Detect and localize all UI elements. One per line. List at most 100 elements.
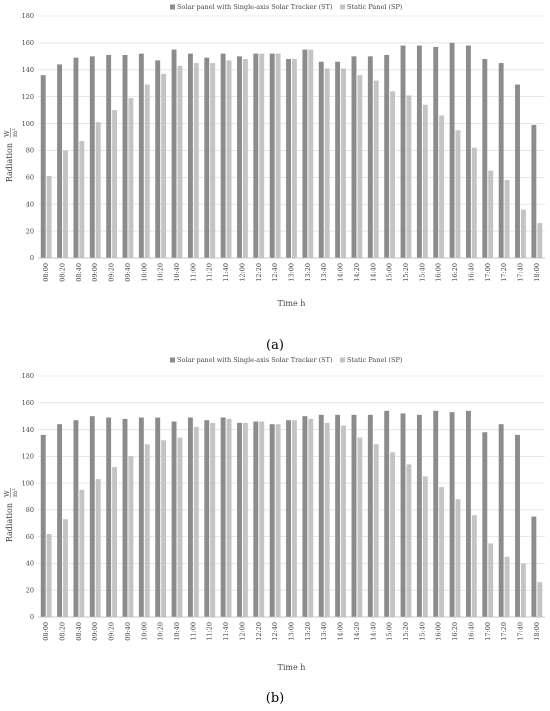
y-axis-label: Radiation W m² xyxy=(3,128,19,182)
x-tick-label: 11:40 xyxy=(222,263,230,282)
chart-a: 0 20 40 60 80 100 120 140 160 180 08:00 08:20 08:40 0… xyxy=(3,3,545,353)
y-tick-label: 80 xyxy=(26,506,34,514)
bar-st-26 xyxy=(465,45,471,259)
y-tick-label: 0 xyxy=(30,613,34,621)
bar-st-14 xyxy=(269,424,275,617)
bar-sp-19 xyxy=(357,75,363,259)
x-tick-label: 09:00 xyxy=(91,263,99,282)
bar-st-28 xyxy=(498,63,504,258)
x-tick-label: 11:40 xyxy=(222,622,230,641)
x-tick-label: 10:40 xyxy=(173,622,181,641)
bar-sp-18 xyxy=(341,425,346,617)
bar-st-23 xyxy=(416,45,422,259)
bar-sp-27 xyxy=(488,170,494,258)
x-tick-label: 16:00 xyxy=(435,263,443,282)
x-tick-label: 14:20 xyxy=(353,622,361,641)
y-axis-unit-numerator: W xyxy=(3,490,11,497)
y-tick-label: 180 xyxy=(22,372,34,380)
bar-sp-3 xyxy=(95,122,101,258)
bar-st-7 xyxy=(155,60,161,258)
x-tick-label: 08:00 xyxy=(42,622,50,641)
bar-sp-13 xyxy=(259,421,265,617)
y-tick-label: 120 xyxy=(22,453,34,461)
bar-sp-4 xyxy=(112,467,118,617)
bar-st-2 xyxy=(73,420,79,617)
bar-st-1 xyxy=(57,64,63,259)
bar-sp-4 xyxy=(112,110,118,258)
legend-entry-st: Solar panel with Single-axis Solar Track… xyxy=(177,356,333,364)
bar-sp-28 xyxy=(504,556,510,617)
x-tick-label: 11:20 xyxy=(206,263,214,282)
x-tick-label: 16:40 xyxy=(467,622,475,641)
bar-st-26 xyxy=(465,410,471,617)
bar-st-4 xyxy=(106,417,112,617)
bar-sp-22 xyxy=(406,95,412,258)
bar-sp-26 xyxy=(471,515,477,617)
x-tick-label: 17:40 xyxy=(516,263,524,282)
x-tick-label: 09:40 xyxy=(124,263,132,282)
bar-st-8 xyxy=(171,421,177,617)
y-axis-label-text: Radiation xyxy=(5,503,14,542)
bar-sp-27 xyxy=(488,543,494,617)
x-tick-label: 15:20 xyxy=(402,622,410,641)
y-axis-unit-numerator: W xyxy=(3,130,11,137)
bar-st-18 xyxy=(335,414,341,617)
bar-st-30 xyxy=(531,124,537,259)
bar-sp-26 xyxy=(471,147,477,258)
bar-st-16 xyxy=(302,416,308,617)
bar-st-21 xyxy=(384,410,390,617)
x-tick-label: 11:20 xyxy=(206,622,214,641)
bar-st-10 xyxy=(204,57,210,258)
bar-st-7 xyxy=(155,417,161,617)
x-tick-label: 10:00 xyxy=(140,263,148,282)
x-tick-label: 12:20 xyxy=(255,622,263,641)
chart-b: 0 20 40 60 80 100 120 140 160 180 08:00 08:20 08:40 0… xyxy=(3,356,545,706)
x-tick-label: 08:40 xyxy=(75,263,83,282)
legend-entry-sp: Static Panel (SP) xyxy=(347,356,403,364)
bar-st-12 xyxy=(237,422,242,617)
bar-sp-2 xyxy=(79,141,85,258)
legend-swatch-sp xyxy=(340,357,345,363)
x-tick-label: 12:20 xyxy=(255,263,263,282)
y-axis-unit-denominator: m² xyxy=(11,128,19,137)
x-tick-label: 08:00 xyxy=(42,263,50,282)
bar-sp-20 xyxy=(373,80,379,259)
bar-sp-1 xyxy=(63,519,68,617)
bar-sp-17 xyxy=(324,422,330,617)
bar-sp-7 xyxy=(161,73,167,258)
panel-label: (b) xyxy=(266,691,284,706)
bar-st-3 xyxy=(89,56,95,259)
x-tick-label: 08:20 xyxy=(59,263,67,282)
x-tick-label: 15:20 xyxy=(402,263,410,282)
x-tick-label: 11:00 xyxy=(189,622,197,641)
x-tick-label: 09:20 xyxy=(108,263,116,282)
x-tick-label: 18:00 xyxy=(533,622,541,641)
x-tick-label: 13:20 xyxy=(304,622,312,641)
bar-st-30 xyxy=(531,516,537,617)
bar-st-24 xyxy=(433,410,439,617)
bar-st-6 xyxy=(138,53,144,259)
bar-st-5 xyxy=(122,418,128,617)
bar-sp-21 xyxy=(390,452,396,617)
bar-sp-19 xyxy=(357,437,363,617)
bar-sp-9 xyxy=(193,426,199,617)
x-tick-label: 09:00 xyxy=(91,622,99,641)
bar-sp-24 xyxy=(439,115,445,258)
bar-st-1 xyxy=(57,424,63,617)
x-tick-label: 13:40 xyxy=(320,263,328,282)
x-tick-label: 10:00 xyxy=(140,622,148,641)
bar-st-27 xyxy=(482,432,488,617)
x-tick-label: 11:00 xyxy=(189,263,197,282)
y-tick-label: 40 xyxy=(26,560,34,568)
legend-swatch-st xyxy=(170,357,175,363)
bar-sp-13 xyxy=(259,53,265,259)
bar-st-2 xyxy=(73,57,79,258)
bar-st-27 xyxy=(482,59,488,259)
bar-sp-20 xyxy=(373,444,379,617)
bar-sp-16 xyxy=(308,49,314,258)
bar-sp-2 xyxy=(79,489,85,617)
x-tick-label: 17:00 xyxy=(484,263,492,282)
bar-sp-8 xyxy=(177,65,183,258)
x-tick-label: 14:00 xyxy=(337,263,345,282)
